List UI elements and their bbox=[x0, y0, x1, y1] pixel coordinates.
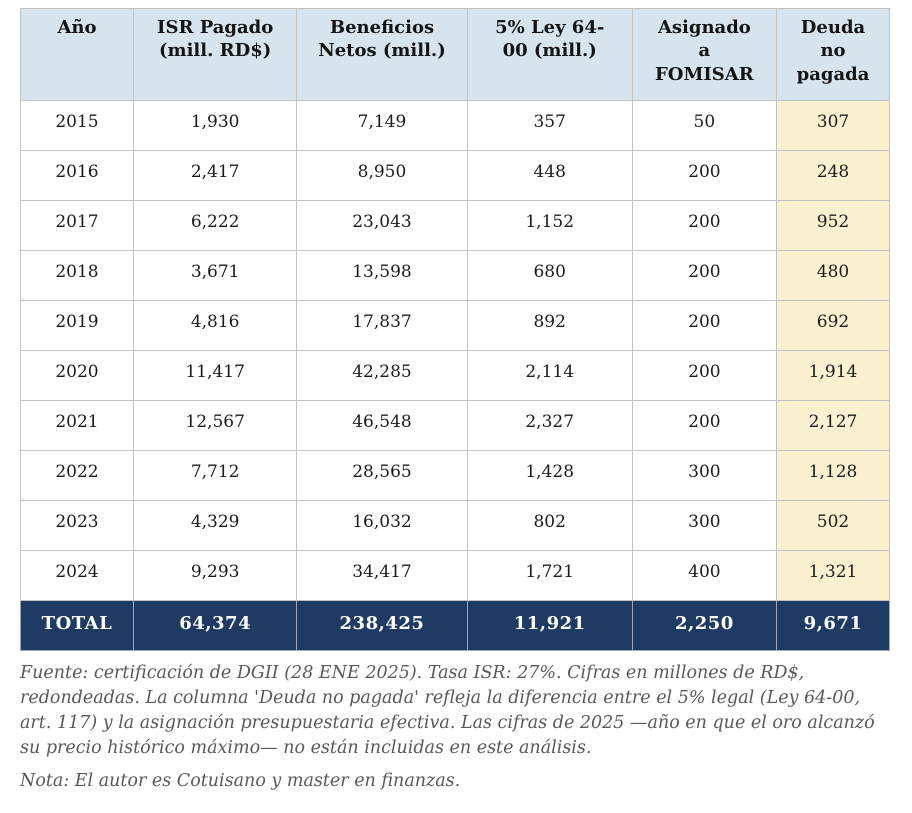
value-cell: 50 bbox=[631, 100, 778, 151]
value-cell: 11,417 bbox=[132, 350, 298, 401]
value-cell: 680 bbox=[466, 250, 633, 301]
value-cell: 248 bbox=[776, 150, 890, 201]
value-cell: 200 bbox=[631, 150, 778, 201]
value-cell: 12,567 bbox=[132, 400, 298, 451]
year-cell: 2021 bbox=[20, 400, 134, 451]
value-cell: 692 bbox=[776, 300, 890, 351]
year-cell: 2018 bbox=[20, 250, 134, 301]
value-cell: 23,043 bbox=[296, 200, 468, 251]
table-row-2018: 2018 3,671 13,598 680 200 480 bbox=[20, 250, 890, 301]
value-cell: 4,816 bbox=[132, 300, 298, 351]
table-row-2019: 2019 4,816 17,837 892 200 692 bbox=[20, 300, 890, 351]
table-notes: Fuente: certificación de DGII (28 ENE 20… bbox=[20, 661, 892, 794]
year-cell: 2022 bbox=[20, 450, 134, 501]
year-cell: 2016 bbox=[20, 150, 134, 201]
value-cell: 200 bbox=[631, 400, 778, 451]
total-value-cell: 9,671 bbox=[776, 600, 890, 651]
value-cell: 16,032 bbox=[296, 500, 468, 551]
fomisar-payments-table: Año ISR Pagado (mill. RD$) Beneficios Neto… bbox=[20, 8, 890, 651]
value-cell: 1,321 bbox=[776, 550, 890, 601]
value-cell: 400 bbox=[631, 550, 778, 601]
value-cell: 1,914 bbox=[776, 350, 890, 401]
table-row-2015: 2015 1,930 7,149 357 50 307 bbox=[20, 100, 890, 151]
value-cell: 200 bbox=[631, 350, 778, 401]
value-cell: 200 bbox=[631, 250, 778, 301]
column-header-1: ISR Pagado (mill. RD$) bbox=[132, 8, 298, 101]
value-cell: 34,417 bbox=[296, 550, 468, 601]
value-cell: 42,285 bbox=[296, 350, 468, 401]
value-cell: 13,598 bbox=[296, 250, 468, 301]
table-row-2023: 2023 4,329 16,032 802 300 502 bbox=[20, 500, 890, 551]
value-cell: 357 bbox=[466, 100, 633, 151]
year-cell: 2017 bbox=[20, 200, 134, 251]
column-header-5: Deuda no pagada bbox=[776, 8, 890, 101]
total-value-cell: 64,374 bbox=[132, 600, 298, 651]
value-cell: 2,327 bbox=[466, 400, 633, 451]
value-cell: 1,721 bbox=[466, 550, 633, 601]
year-cell: 2019 bbox=[20, 300, 134, 351]
value-cell: 6,222 bbox=[132, 200, 298, 251]
value-cell: 200 bbox=[631, 200, 778, 251]
value-cell: 1,128 bbox=[776, 450, 890, 501]
author-note: Nota: El autor es Cotuisano y master en … bbox=[20, 771, 461, 792]
value-cell: 480 bbox=[776, 250, 890, 301]
total-label: TOTAL bbox=[20, 600, 134, 651]
column-header-3: 5% Ley 64- 00 (mill.) bbox=[466, 8, 633, 101]
value-cell: 952 bbox=[776, 200, 890, 251]
table-row-2024: 2024 9,293 34,417 1,721 400 1,321 bbox=[20, 550, 890, 601]
value-cell: 8,950 bbox=[296, 150, 468, 201]
value-cell: 17,837 bbox=[296, 300, 468, 351]
total-value-cell: 238,425 bbox=[296, 600, 468, 651]
value-cell: 502 bbox=[776, 500, 890, 551]
value-cell: 28,565 bbox=[296, 450, 468, 501]
value-cell: 3,671 bbox=[132, 250, 298, 301]
total-value-cell: 2,250 bbox=[631, 600, 778, 651]
year-cell: 2023 bbox=[20, 500, 134, 551]
value-cell: 448 bbox=[466, 150, 633, 201]
column-header-2: Beneficios Netos (mill.) bbox=[296, 8, 468, 101]
value-cell: 2,127 bbox=[776, 400, 890, 451]
value-cell: 300 bbox=[631, 500, 778, 551]
value-cell: 2,417 bbox=[132, 150, 298, 201]
value-cell: 892 bbox=[466, 300, 633, 351]
value-cell: 9,293 bbox=[132, 550, 298, 601]
value-cell: 1,428 bbox=[466, 450, 633, 501]
year-cell: 2024 bbox=[20, 550, 134, 601]
year-cell: 2020 bbox=[20, 350, 134, 401]
value-cell: 46,548 bbox=[296, 400, 468, 451]
value-cell: 200 bbox=[631, 300, 778, 351]
total-value-cell: 11,921 bbox=[466, 600, 633, 651]
table-row-2017: 2017 6,222 23,043 1,152 200 952 bbox=[20, 200, 890, 251]
source-note: Fuente: certificación de DGII (28 ENE 20… bbox=[20, 663, 875, 758]
table-row-2016: 2016 2,417 8,950 448 200 248 bbox=[20, 150, 890, 201]
table-row-2021: 2021 12,567 46,548 2,327 200 2,127 bbox=[20, 400, 890, 451]
value-cell: 802 bbox=[466, 500, 633, 551]
table-row-2020: 2020 11,417 42,285 2,114 200 1,914 bbox=[20, 350, 890, 401]
year-cell: 2015 bbox=[20, 100, 134, 151]
table-row-2022: 2022 7,712 28,565 1,428 300 1,128 bbox=[20, 450, 890, 501]
value-cell: 307 bbox=[776, 100, 890, 151]
column-header-0: Año bbox=[20, 8, 134, 101]
column-header-4: Asignado a FOMISAR bbox=[631, 8, 778, 101]
total-row: TOTAL 64,374 238,425 11,921 2,250 9,671 bbox=[20, 600, 890, 651]
table-header-row: Año ISR Pagado (mill. RD$) Beneficios Neto… bbox=[20, 8, 890, 101]
value-cell: 4,329 bbox=[132, 500, 298, 551]
value-cell: 7,712 bbox=[132, 450, 298, 501]
value-cell: 1,152 bbox=[466, 200, 633, 251]
value-cell: 7,149 bbox=[296, 100, 468, 151]
value-cell: 1,930 bbox=[132, 100, 298, 151]
value-cell: 300 bbox=[631, 450, 778, 501]
value-cell: 2,114 bbox=[466, 350, 633, 401]
table-body: 2015 1,930 7,149 357 50 307 2016 2,417 8,950 448 2… bbox=[20, 100, 890, 601]
